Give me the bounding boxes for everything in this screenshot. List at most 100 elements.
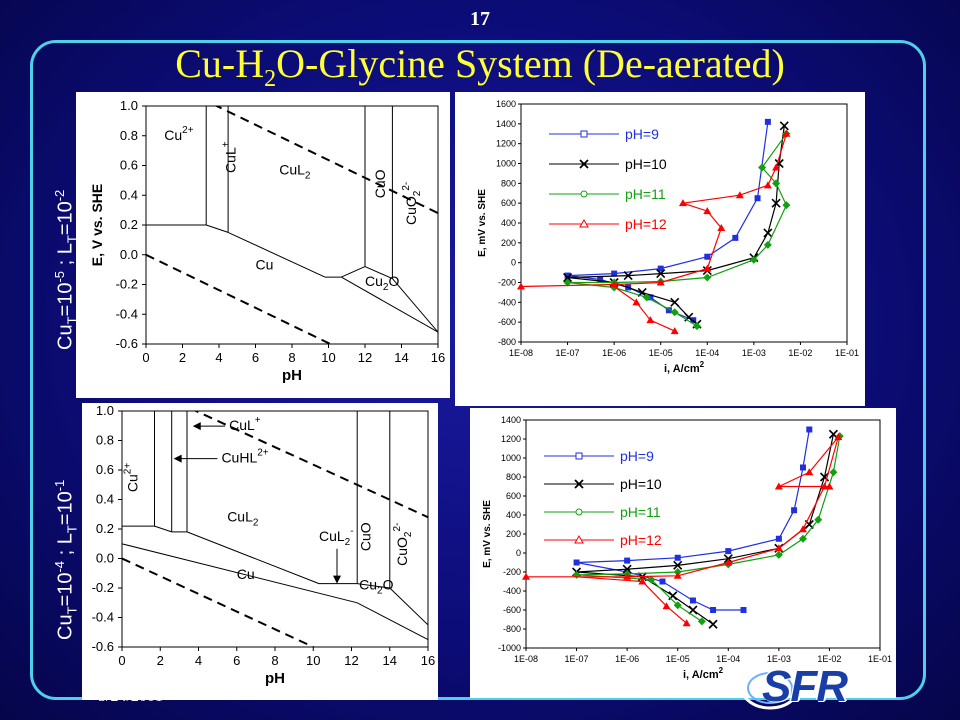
legend-label: pH=12 — [620, 532, 662, 548]
phase-boundary-line — [389, 587, 428, 626]
x-tick-label: 1E-04 — [695, 348, 719, 358]
data-point — [732, 234, 739, 241]
x-axis-label: pH — [265, 670, 285, 687]
y-tick-label: 0.6 — [96, 462, 114, 477]
data-point — [563, 278, 572, 287]
y-tick-label: 1000 — [501, 453, 521, 463]
legend-label: pH=11 — [620, 504, 661, 520]
x-tick-label: 6 — [233, 653, 240, 668]
series-pH9 — [573, 426, 813, 613]
data-point — [763, 181, 772, 189]
y-tick-label: 1400 — [496, 119, 516, 129]
slide-title: Cu-H2O-Glycine System (De-aerated) — [0, 40, 960, 93]
data-point — [632, 298, 641, 306]
region-label: Cu2+ — [164, 125, 193, 143]
data-point — [771, 198, 781, 208]
phase-boundary-line — [364, 266, 393, 280]
data-point — [782, 201, 791, 210]
y-tick-label: 400 — [506, 510, 521, 520]
series-line — [613, 286, 675, 332]
data-point — [703, 264, 712, 272]
data-point — [624, 557, 631, 564]
x-tick-label: 1E-05 — [666, 654, 690, 664]
data-point — [717, 223, 726, 231]
y-tick-label: -200 — [503, 567, 521, 577]
region-label: CuL2 — [227, 509, 259, 529]
phase-boundary-line — [122, 543, 428, 641]
data-point — [656, 278, 665, 286]
title-main: Cu-H — [175, 41, 265, 86]
x-tick-label: 2 — [179, 350, 186, 365]
arrow-head-icon — [192, 422, 201, 431]
y-tick-label: 0.4 — [120, 187, 138, 202]
y-tick-label: -400 — [498, 297, 516, 307]
data-point — [610, 280, 619, 288]
x-tick-label: 1E-01 — [868, 654, 892, 664]
y-tick-label: -200 — [498, 278, 516, 288]
data-point — [725, 548, 732, 555]
legend-marker — [580, 190, 588, 198]
data-point — [740, 607, 747, 613]
data-point — [724, 558, 733, 566]
data-point — [623, 270, 633, 281]
region-label: CuL2 — [279, 161, 311, 181]
arrow-head-icon — [332, 575, 341, 584]
data-point — [688, 605, 698, 615]
x-tick-label: 12 — [344, 653, 358, 668]
x-tick-label: 1E-07 — [556, 348, 580, 358]
legend-label: pH=9 — [620, 448, 654, 464]
data-point — [662, 602, 671, 610]
data-point — [678, 199, 687, 207]
phase-boundary-line — [186, 531, 320, 585]
sfr-logo: SFR — [736, 658, 886, 714]
x-tick-label: 1E-03 — [742, 348, 766, 358]
data-point — [670, 327, 679, 335]
y-tick-label: 0.4 — [96, 492, 114, 507]
data-point — [775, 535, 782, 542]
data-point — [774, 550, 783, 559]
legend-item: pH=12 — [544, 532, 662, 548]
pourbaix-top-chart: 1.0 0.8 0.6 0.4 0.2 0.0 -0.2 -0.4 -0.6 0 2 4 6 8 10 12 1… — [89, 98, 445, 384]
y-tick-label: -0.4 — [116, 306, 138, 321]
data-point — [597, 276, 604, 283]
y-tick-label: 800 — [506, 472, 521, 482]
region-label: CuO22- — [392, 523, 414, 566]
boundary-lines: Cu2+ CuL+ CuHL2+ CuL2 CuL2- CuO CuO22- Cu Cu2O — [122, 411, 428, 647]
x-axis-label: i, A/cm2 — [683, 666, 724, 681]
condition-label-bottom: CuT=10-4 ; LT=10-1 — [52, 479, 80, 640]
region-label: CuL2- — [319, 526, 354, 548]
data-point — [825, 482, 834, 490]
y-tick-label: 1.0 — [120, 98, 138, 113]
y-tick-label: 1.0 — [96, 403, 114, 418]
x-tick-label: 1E-08 — [509, 348, 533, 358]
y-tick-label: -600 — [498, 317, 516, 327]
y-tick-label: -0.2 — [92, 580, 114, 595]
y-tick-label: -600 — [503, 605, 521, 615]
data-point — [774, 482, 783, 490]
x-tick-label: 6 — [252, 350, 259, 365]
data-point — [819, 472, 830, 482]
legend-label: pH=10 — [620, 476, 662, 492]
data-point — [806, 426, 813, 433]
boundary-lines: Cu2+ CuL+ CuL2 Cu Cu2O CuO CuO22- — [146, 106, 438, 344]
region-label: CuO22- — [401, 182, 423, 225]
region-label: Cu2O — [359, 576, 393, 596]
slide-date: 5/24/2001 — [98, 688, 163, 705]
title-subscript: 2 — [264, 66, 277, 92]
x-tick-label: 0 — [118, 653, 125, 668]
x-tick-label: 1E-03 — [767, 654, 791, 664]
data-point — [656, 269, 666, 279]
polarization-top-panel: 1600 1400 1200 1000 800 600 400 200 0 -200 -400 -60… — [455, 92, 865, 406]
y-tick-label: 0.2 — [120, 217, 138, 232]
legend-label: pH=9 — [625, 126, 659, 142]
pourbaix-bottom-panel: 1.0 0.8 0.6 0.4 0.2 0.0 -0.2 -0.4 -0.6 0 2 4 6 8 10 12 1… — [82, 403, 438, 700]
data-point — [704, 253, 711, 260]
phase-boundary-line — [206, 224, 229, 233]
legend-marker — [579, 218, 589, 228]
region-label: Cu — [256, 257, 274, 273]
y-tick-label: 1400 — [501, 415, 521, 425]
data-point — [763, 228, 773, 238]
data-point — [764, 118, 771, 125]
y-tick-label: 0.6 — [120, 158, 138, 173]
data-point — [735, 191, 744, 199]
